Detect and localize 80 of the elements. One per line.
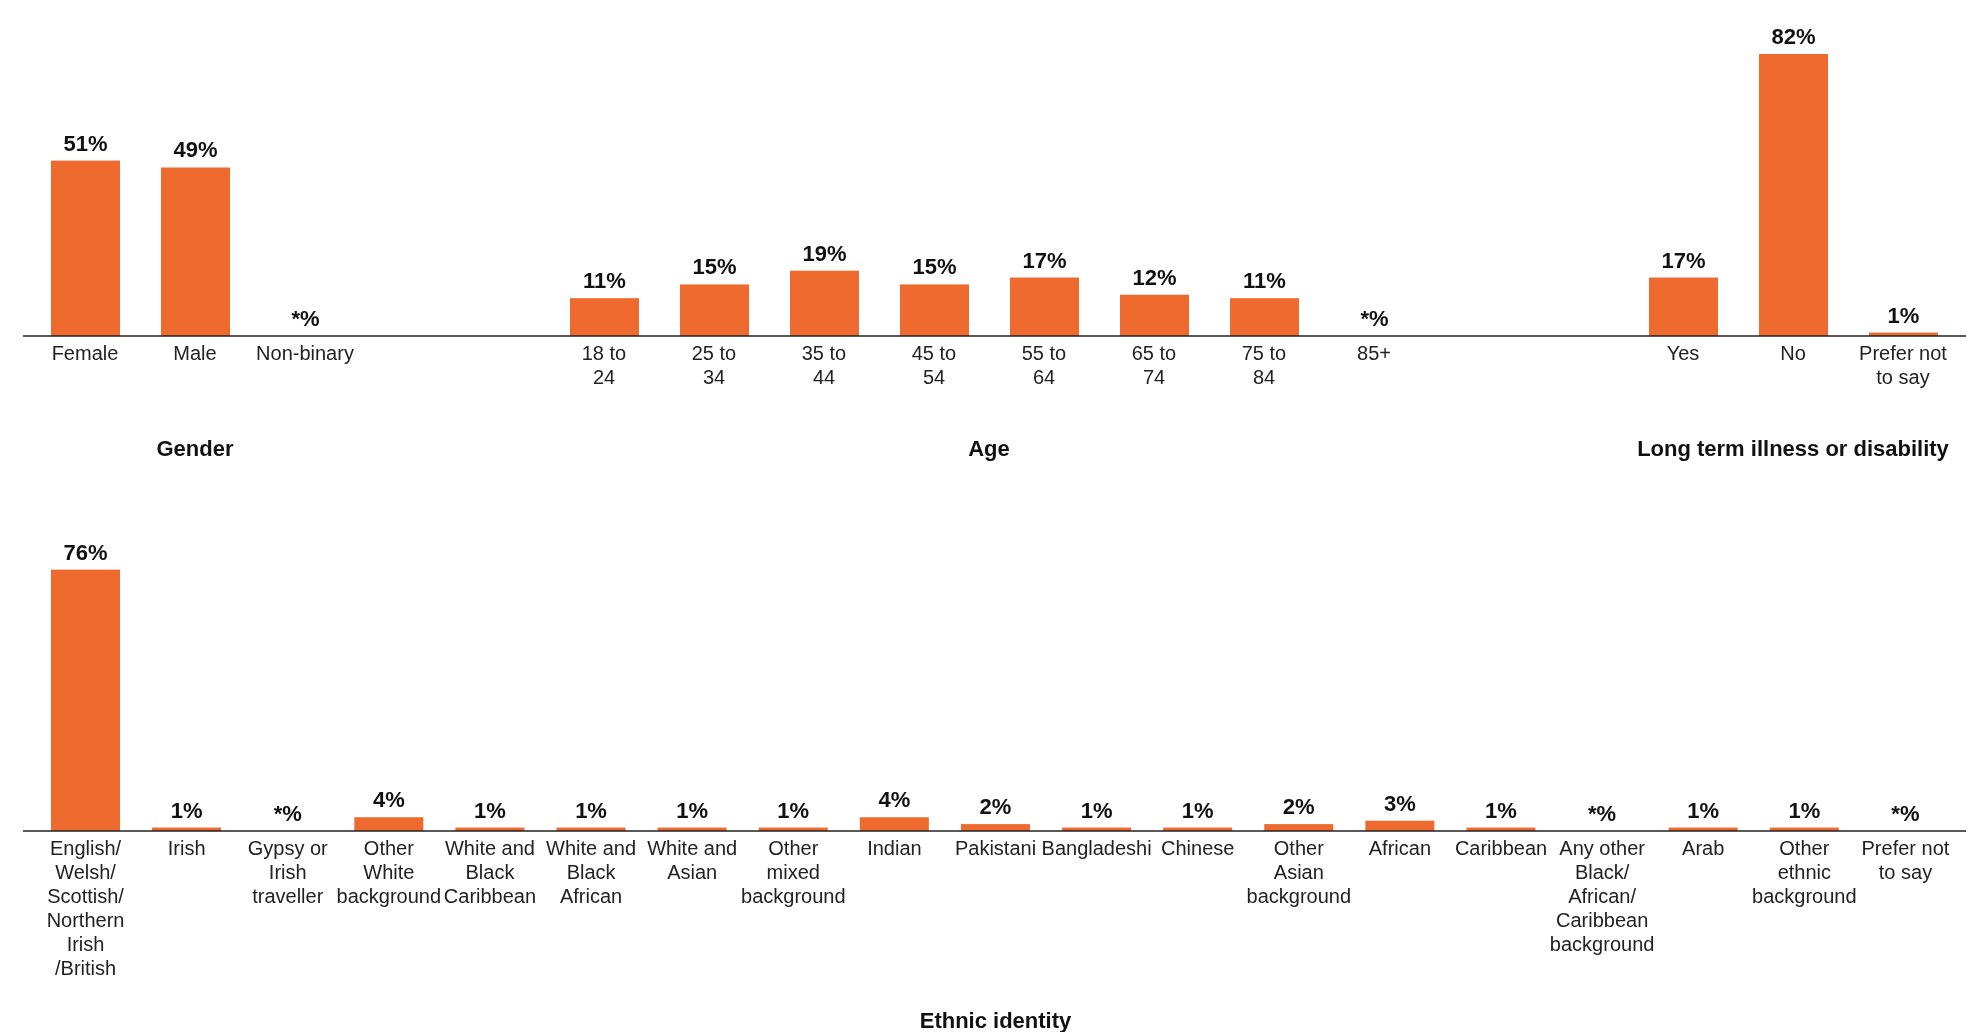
- bar: [680, 284, 749, 336]
- x-tick-label: No: [1780, 342, 1806, 364]
- data-label: 15%: [692, 254, 737, 280]
- data-label: *%: [1891, 801, 1920, 826]
- x-axis-title: Ethnic identity: [918, 1008, 1073, 1032]
- x-tick-label: African: [1368, 837, 1432, 859]
- data-label: 1%: [676, 797, 709, 823]
- x-tick-label: Any other Black/ African/ Caribbean background: [1549, 837, 1655, 955]
- data-label: 1%: [1887, 302, 1920, 328]
- data-label: *%: [1360, 306, 1389, 331]
- data-label: 1%: [170, 797, 203, 823]
- data-label: 1%: [1080, 797, 1113, 823]
- data-label: *%: [1588, 801, 1617, 826]
- x-tick-label: 18 to 24: [581, 342, 627, 388]
- x-tick-label: Chinese: [1161, 837, 1235, 859]
- data-label: 3%: [1383, 790, 1416, 816]
- bar: [900, 284, 969, 336]
- x-tick-label: 25 to 34: [691, 342, 737, 388]
- x-tick-label: Caribbean: [1454, 837, 1548, 859]
- x-tick-label: Other ethnic background: [1752, 837, 1857, 907]
- data-label: 82%: [1771, 24, 1816, 49]
- x-tick-label: Yes: [1666, 342, 1700, 364]
- data-label: 1%: [1788, 797, 1821, 823]
- data-label: 1%: [1687, 797, 1720, 823]
- x-tick-label: Gypsy or Irish traveller: [247, 837, 329, 907]
- data-label: 2%: [979, 794, 1012, 820]
- x-tick-label: Bangladeshi: [1041, 837, 1152, 859]
- x-tick-label: Prefer not to say: [1861, 837, 1950, 883]
- bar: [1120, 294, 1189, 336]
- data-label: 2%: [1282, 794, 1315, 820]
- x-tick-label: Arab: [1682, 837, 1725, 859]
- x-tick-label: Other White background: [336, 837, 442, 907]
- data-label: 17%: [1022, 247, 1067, 273]
- x-axis-title: Age: [967, 436, 1011, 462]
- x-axis-title: Long term illness or disability: [1636, 436, 1950, 462]
- bar: [354, 817, 424, 831]
- x-tick-label: Other Asian background: [1246, 837, 1352, 907]
- x-tick-label: Other mixed background: [741, 837, 846, 907]
- data-label: 1%: [575, 797, 607, 823]
- bar: [790, 270, 859, 336]
- x-tick-label: 75 to 84: [1241, 342, 1287, 388]
- data-label: 19%: [802, 240, 847, 266]
- bar: [1230, 298, 1299, 336]
- x-tick-label: 85+: [1357, 342, 1391, 364]
- data-label: 11%: [1243, 268, 1286, 294]
- data-label: 17%: [1661, 247, 1706, 273]
- data-label: *%: [273, 801, 302, 826]
- x-tick-label: Non-binary: [256, 342, 354, 364]
- bar: [859, 817, 929, 831]
- x-tick-label: 55 to 64: [1021, 342, 1067, 388]
- x-tick-label: Indian: [867, 837, 922, 859]
- data-label: *%: [291, 306, 320, 331]
- x-tick-label: White and Asian: [647, 837, 738, 883]
- x-tick-label: Prefer not to say: [1859, 342, 1948, 388]
- data-label: 15%: [912, 254, 957, 280]
- x-tick-label: Male: [173, 342, 217, 364]
- data-label: 51%: [63, 130, 108, 156]
- x-tick-label: 65 to 74: [1131, 342, 1177, 388]
- data-label: 12%: [1132, 264, 1177, 290]
- x-tick-label: White and Black African: [546, 837, 637, 907]
- data-label: 11%: [583, 268, 626, 294]
- x-tick-label: 45 to 54: [911, 342, 957, 388]
- x-axis-title: Gender: [155, 436, 235, 462]
- x-tick-label: 35 to 44: [801, 342, 847, 388]
- data-label: 76%: [63, 539, 108, 565]
- data-label: 49%: [173, 137, 218, 163]
- x-tick-label: English/ Welsh/ Scottish/ Northern Irish /British: [46, 837, 125, 979]
- bar: [51, 569, 120, 831]
- bar: [570, 298, 639, 336]
- x-tick-label: White and Black Caribbean: [443, 837, 537, 907]
- data-label: 1%: [1181, 797, 1214, 823]
- data-label: 1%: [777, 797, 810, 823]
- bar: [1010, 277, 1079, 336]
- x-tick-label: Female: [51, 342, 119, 364]
- data-label: 4%: [372, 787, 405, 813]
- x-tick-label: Irish: [167, 837, 206, 859]
- data-label: 1%: [1485, 797, 1517, 823]
- data-label: 4%: [878, 787, 911, 813]
- x-tick-label: Pakistani: [954, 837, 1037, 859]
- data-label: 1%: [474, 797, 506, 823]
